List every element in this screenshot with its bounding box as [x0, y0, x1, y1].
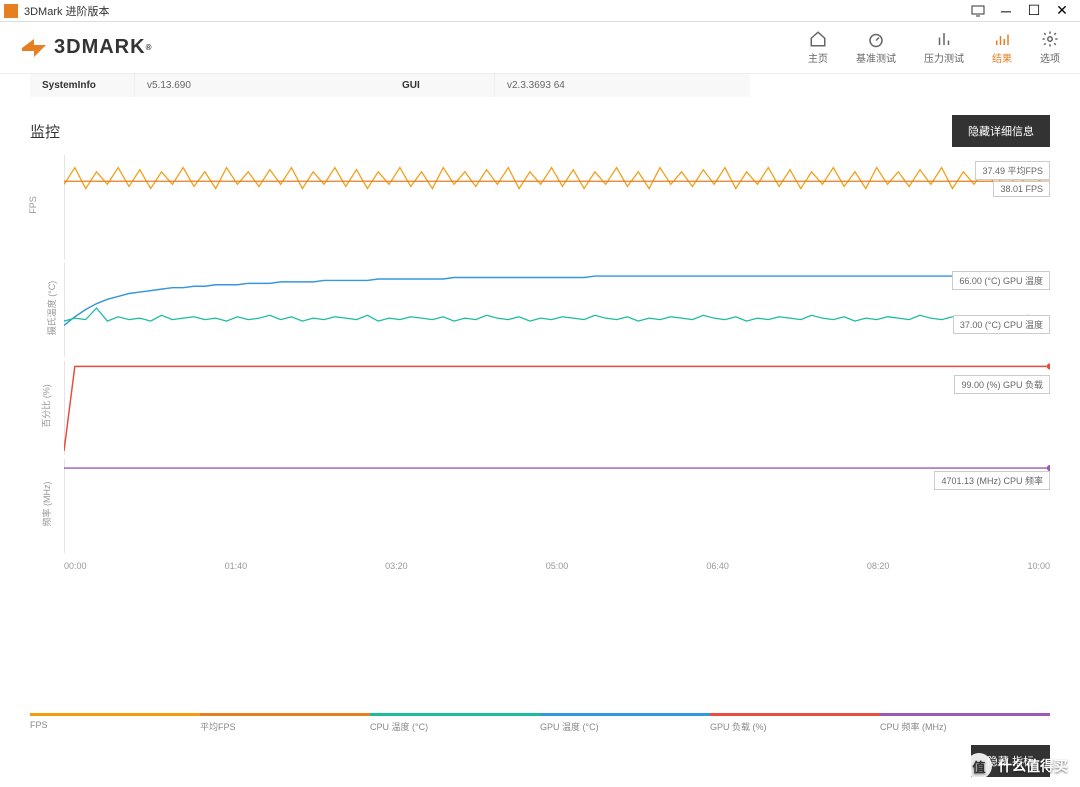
freq-ylabel: 频率 (MHz) — [40, 482, 53, 527]
x-axis: 00:00 01:40 03:20 05:00 06:40 08:20 10:00 — [64, 557, 1050, 579]
legend-label: GPU 温度 (°C) — [540, 720, 710, 733]
temp-chart-row: 摄氏温度 (°C) 20406066.00 (°C) GPU 温度37.00 (… — [30, 263, 1050, 353]
legend-color-bar — [880, 713, 1050, 716]
temp-annotation: 37.00 (°C) CPU 温度 — [953, 315, 1050, 334]
legend-item[interactable]: 平均FPS — [200, 713, 370, 733]
legend-label: GPU 负载 (%) — [710, 720, 880, 733]
freq-annotation: 4701.13 (MHz) CPU 频率 — [934, 471, 1050, 490]
nav-result[interactable]: 结果 — [992, 30, 1012, 65]
nav-stress[interactable]: 压力测试 — [924, 30, 964, 65]
legend-color-bar — [30, 713, 200, 716]
load-annotation: 99.00 (%) GPU 负载 — [954, 375, 1050, 394]
legend-item[interactable]: CPU 频率 (MHz) — [880, 713, 1050, 733]
legend-color-bar — [370, 713, 540, 716]
main-window: 3DMARK® 主页 基准测试 压力测试 结果 选项 SystemInfo v5… — [0, 22, 1080, 787]
sysinfo-label: SystemInfo — [30, 74, 135, 97]
hide-details-button[interactable]: 隐藏详细信息 — [952, 115, 1050, 147]
fps-annotation: 38.01 FPS — [993, 181, 1050, 197]
fps-annotation: 37.49 平均FPS — [975, 161, 1050, 180]
load-chart-row: 百分比 (%) 2040608099.00 (%) GPU 负载 — [30, 361, 1050, 451]
freq-chart-row: 频率 (MHz) 10002000300040004701.13 (MHz) C… — [30, 459, 1050, 549]
legend-color-bar — [710, 713, 880, 716]
freq-chart-svg: 1000200030004000 — [64, 459, 1050, 553]
x-tick: 01:40 — [225, 561, 248, 571]
legend-item[interactable]: FPS — [30, 713, 200, 733]
sysinfo-value: v5.13.690 — [135, 74, 390, 97]
section-header: 监控 隐藏详细信息 — [0, 97, 1080, 155]
x-tick: 06:40 — [706, 561, 729, 571]
system-info-row: SystemInfo v5.13.690 GUI v2.3.3693 64 — [30, 74, 1050, 97]
hide-indicator-button[interactable]: 隐藏 指标 — [971, 745, 1050, 777]
legend-label: FPS — [30, 720, 200, 730]
nav-benchmark[interactable]: 基准测试 — [856, 30, 896, 65]
window-titlebar: 3DMark 进阶版本 ─ ☐ ✕ — [0, 0, 1080, 22]
app-header: 3DMARK® 主页 基准测试 压力测试 结果 选项 — [0, 22, 1080, 74]
fps-chart-svg: 10203040 — [64, 155, 1050, 260]
load-ylabel: 百分比 (%) — [39, 384, 52, 428]
app-icon — [4, 4, 18, 18]
fps-ylabel: FPS — [28, 196, 38, 214]
load-chart-svg: 20406080 — [64, 361, 1050, 455]
temp-chart-svg: 204060 — [64, 263, 1050, 357]
temp-annotation: 66.00 (°C) GPU 温度 — [952, 271, 1050, 290]
gui-value: v2.3.3693 64 — [495, 74, 750, 97]
legend-label: CPU 频率 (MHz) — [880, 720, 1050, 733]
nav-option[interactable]: 选项 — [1040, 30, 1060, 65]
monitor-icon[interactable] — [964, 1, 992, 21]
legend-color-bar — [540, 713, 710, 716]
brand-logo: 3DMARK® — [20, 36, 152, 59]
x-tick: 03:20 — [385, 561, 408, 571]
x-tick: 08:20 — [867, 561, 890, 571]
minimize-button[interactable]: ─ — [992, 1, 1020, 21]
close-button[interactable]: ✕ — [1048, 1, 1076, 21]
x-tick: 10:00 — [1027, 561, 1050, 571]
x-tick: 05:00 — [546, 561, 569, 571]
legend-item[interactable]: GPU 负载 (%) — [710, 713, 880, 733]
window-title: 3DMark 进阶版本 — [24, 3, 964, 19]
gui-label: GUI — [390, 74, 495, 97]
section-title: 监控 — [30, 121, 60, 142]
legend-color-bar — [200, 713, 370, 716]
nav-home[interactable]: 主页 — [808, 30, 828, 65]
brand-name: 3DMARK — [54, 36, 146, 59]
legend-row: FPS 平均FPS CPU 温度 (°C) GPU 温度 (°C) GPU 负载… — [30, 713, 1050, 733]
maximize-button[interactable]: ☐ — [1020, 1, 1048, 21]
fps-chart-row: FPS 1020304037.49 平均FPS38.01 FPS — [30, 155, 1050, 255]
x-tick: 00:00 — [64, 561, 87, 571]
legend-item[interactable]: GPU 温度 (°C) — [540, 713, 710, 733]
legend-label: 平均FPS — [200, 720, 370, 733]
legend-label: CPU 温度 (°C) — [370, 720, 540, 733]
charts-container: FPS 1020304037.49 平均FPS38.01 FPS 摄氏温度 (°… — [0, 155, 1080, 713]
main-nav: 主页 基准测试 压力测试 结果 选项 — [808, 30, 1060, 65]
logo-icon — [20, 37, 48, 59]
temp-ylabel: 摄氏温度 (°C) — [45, 281, 58, 336]
legend-item[interactable]: CPU 温度 (°C) — [370, 713, 540, 733]
